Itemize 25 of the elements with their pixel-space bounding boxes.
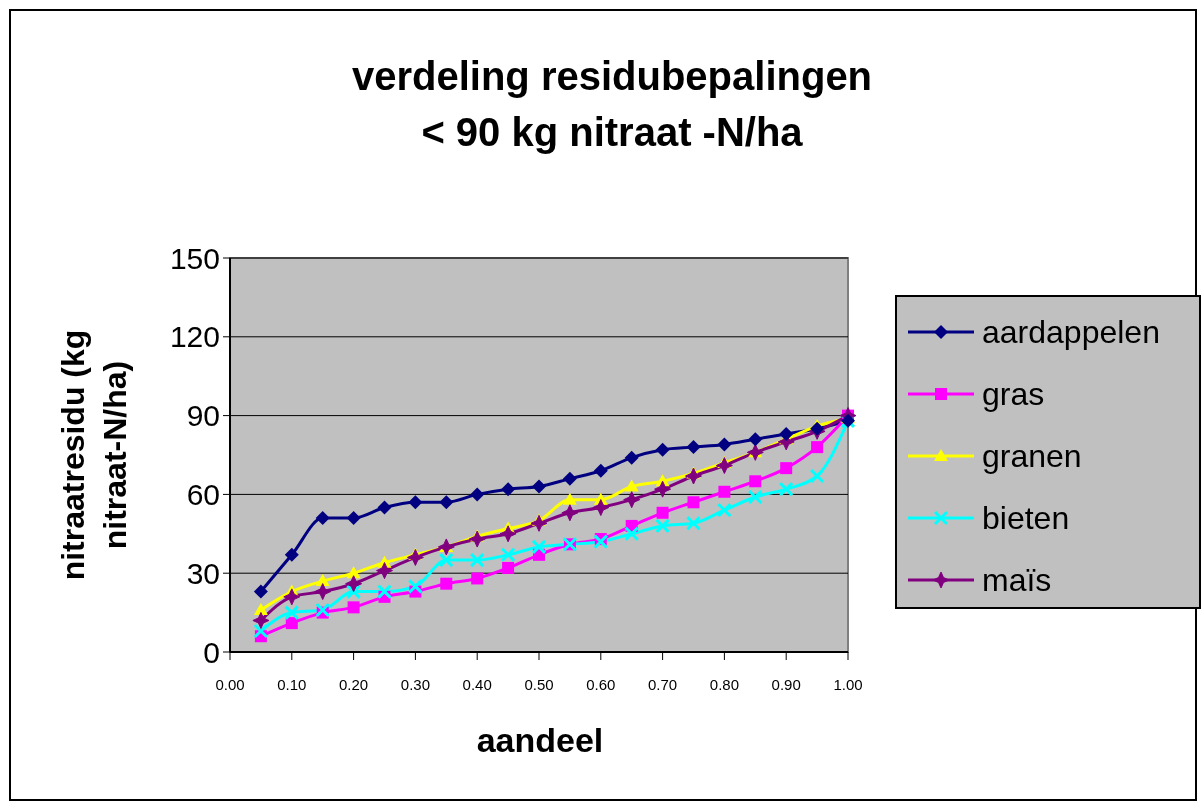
x-tick-label: 0.10 [277, 676, 307, 693]
x-tick-label: 0.20 [339, 676, 369, 693]
y-tick-label: 0 [203, 635, 220, 669]
x-tick-label: 0.00 [215, 676, 245, 693]
legend-label: gras [982, 376, 1045, 413]
x-tick-label: 0.80 [709, 676, 739, 693]
x-tick-label: 0.60 [586, 676, 616, 693]
x-axis-title: aandeel [476, 721, 604, 759]
y-axis-title: nitraatresidu (kg nitraat-N/ha) [55, 329, 133, 581]
y-tick-label: 60 [186, 477, 220, 511]
legend-label: granen [982, 438, 1082, 475]
chart-title: verdeling residubepalingen < 90 kg nitraat -N/ha [351, 54, 873, 154]
x-tick-label: 0.40 [462, 676, 492, 693]
x-tick-label: 1.00 [833, 676, 863, 693]
x-tick-label: 0.50 [524, 676, 554, 693]
x-tick-label: 0.30 [400, 676, 430, 693]
y-tick-label: 120 [169, 320, 220, 354]
x-tick-label: 0.70 [648, 676, 678, 693]
y-tick-label: 150 [169, 241, 220, 275]
y-tick-label: 90 [186, 399, 220, 433]
y-tick-label: 30 [186, 556, 220, 590]
legend-label: bieten [982, 500, 1070, 537]
legend-label: aardappelen [982, 314, 1160, 351]
x-tick-label: 0.90 [771, 676, 801, 693]
legend-label: maïs [982, 562, 1052, 599]
